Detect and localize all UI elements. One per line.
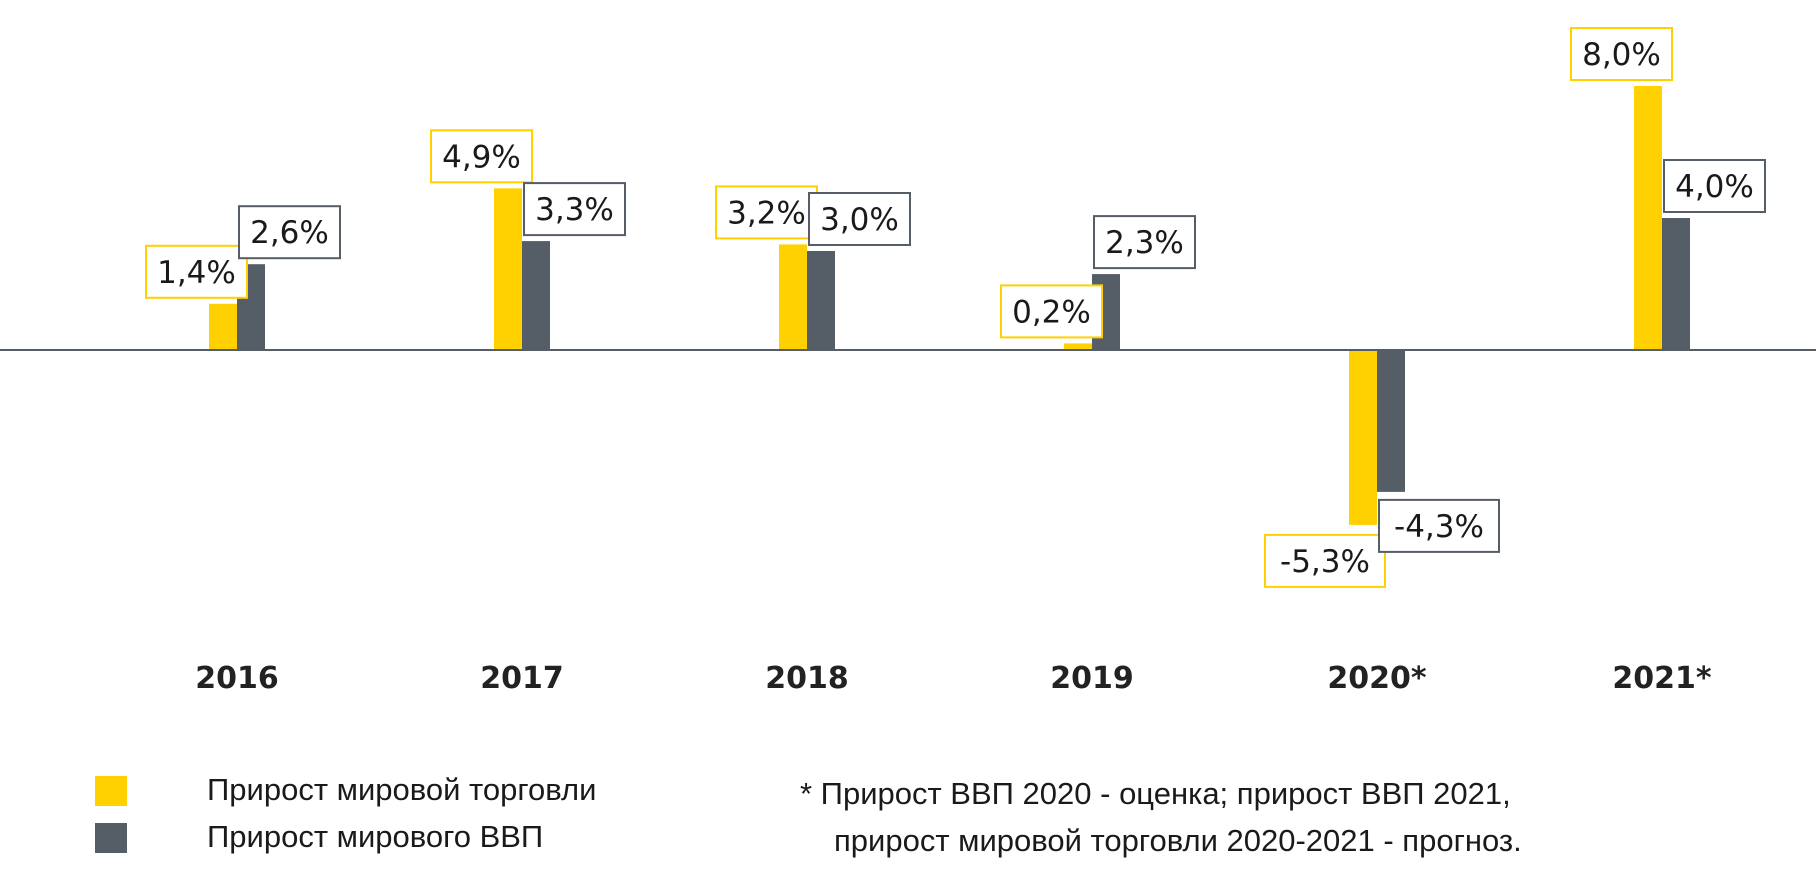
bar-trade-2019 [1064,343,1092,350]
data-label-gdp-2016: 2,6% [238,205,341,260]
data-label-text: 3,3% [535,192,614,228]
data-label-trade-2018: 3,2% [715,185,818,240]
data-label-text: 4,0% [1675,169,1754,205]
x-tick-label-2016: 2016 [195,661,279,696]
x-tick-label-2019: 2019 [1050,661,1134,696]
bars-layer [209,86,1690,525]
legend-item-gdp: Прирост мирового ВВП [95,817,815,857]
x-tick-label-2018: 2018 [765,661,849,696]
x-tick-label-2021: 2021* [1612,661,1711,696]
bar-chart: 1,4% 2,6% 4,9% 3,3% 3,2% 3,0% 0,2% 2,3% -5,3% -4,… [0,27,1816,696]
value-labels-layer: 1,4% 2,6% 4,9% 3,3% 3,2% 3,0% 0,2% 2,3% -5,3% -4,… [145,27,1766,588]
data-label-text: 3,0% [820,202,899,238]
x-tick-label-2020: 2020* [1327,661,1426,696]
bar-gdp-2020 [1377,350,1405,492]
data-label-text: 4,9% [442,139,521,175]
footnote-line-1: * Прирост ВВП 2020 - оценка; прирост ВВП… [800,776,1511,811]
data-label-box [238,205,341,260]
data-label-text: 3,2% [727,195,806,231]
data-label-text: 1,4% [157,255,236,291]
data-label-box [1000,284,1103,339]
x-tick-label-2017: 2017 [480,661,564,696]
x-axis-ticks: 2016 2017 2018 2019 2020* 2021* [195,661,1712,696]
legend-item-trade: Прирост мировой торговли [95,770,815,810]
legend-label-gdp: Прирост мирового ВВП [207,819,544,854]
data-label-box [430,129,533,184]
data-label-trade-2020: -5,3% [1264,533,1386,588]
data-label-text: -5,3% [1280,544,1370,580]
data-label-text: 2,3% [1105,225,1184,261]
data-label-box [1378,498,1500,553]
data-label-text: -4,3% [1394,509,1484,545]
data-label-gdp-2017: 3,3% [523,182,626,237]
data-label-box [523,182,626,237]
data-label-box [1264,533,1386,588]
data-label-box [1093,215,1196,270]
data-label-gdp-2020: -4,3% [1378,498,1500,553]
bar-trade-2017 [494,188,522,350]
data-label-text: 2,6% [250,215,329,251]
legend-swatch-trade [95,776,127,806]
data-label-box [1570,27,1673,81]
data-label-box [808,192,911,246]
footnote: * Прирост ВВП 2020 - оценка; прирост ВВП… [800,770,1800,864]
data-label-gdp-2019: 2,3% [1093,215,1196,270]
data-label-text: 8,0% [1582,37,1661,73]
data-label-box [1663,159,1766,213]
data-label-trade-2021: 8,0% [1570,27,1673,81]
data-label-trade-2016: 1,4% [145,244,248,299]
data-label-gdp-2021: 4,0% [1663,159,1766,213]
data-label-text: 0,2% [1012,294,1091,330]
bar-trade-2021 [1634,86,1662,350]
bar-gdp-2018 [807,251,835,350]
legend-label-trade: Прирост мировой торговли [207,772,597,807]
footnote-line-2: прирост мировой торговли 2020-2021 - про… [834,823,1522,858]
data-label-gdp-2018: 3,0% [808,192,911,246]
legend-swatch-gdp [95,823,127,853]
data-label-trade-2017: 4,9% [430,129,533,184]
bar-gdp-2017 [522,241,550,350]
legend: Прирост мировой торговли Прирост мировог… [95,770,815,870]
data-label-trade-2019: 0,2% [1000,284,1103,339]
data-label-box [715,185,818,240]
data-label-box [145,244,248,299]
bar-trade-2018 [779,244,807,350]
bar-gdp-2021 [1662,218,1690,350]
bar-trade-2016 [209,303,237,350]
bar-trade-2020 [1349,350,1377,525]
